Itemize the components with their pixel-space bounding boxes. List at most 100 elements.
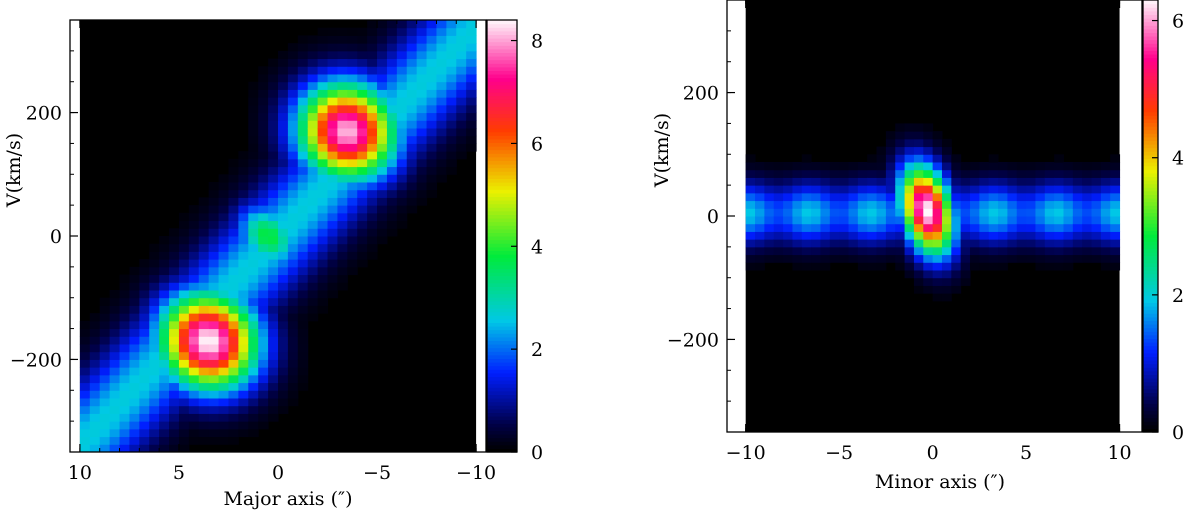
heatmap-cell — [1110, 216, 1121, 225]
heatmap-cell — [297, 382, 309, 391]
heatmap-cell — [79, 413, 91, 422]
heatmap-cell — [820, 216, 831, 225]
colorbar-segment — [487, 315, 517, 320]
colorbar-segment — [1143, 244, 1158, 249]
heatmap-cell — [258, 290, 269, 299]
colorbar-segment — [487, 182, 517, 187]
heatmap-cell — [238, 413, 249, 422]
heatmap-cell — [218, 236, 229, 245]
heatmap-cell — [1110, 162, 1121, 171]
heatmap-cell — [426, 189, 437, 198]
heatmap-cell — [1044, 262, 1055, 271]
heatmap-cell — [307, 74, 319, 83]
heatmap-cell — [248, 135, 259, 144]
heatmap-cell — [1063, 246, 1074, 256]
heatmap-cell — [446, 74, 457, 83]
heatmap-cell — [416, 35, 428, 44]
heatmap-cell — [745, 262, 756, 271]
heatmap-cell — [327, 166, 338, 175]
heatmap-cell — [357, 74, 368, 83]
heatmap-cell — [357, 243, 368, 252]
heatmap-cell — [258, 120, 269, 129]
heatmap-cell — [248, 328, 259, 337]
heatmap-cell — [960, 262, 971, 271]
heatmap-cell — [913, 162, 924, 171]
heatmap-cell — [876, 200, 887, 209]
colorbar-segment — [1143, 154, 1158, 159]
heatmap-cell — [188, 205, 200, 214]
heatmap-cell — [923, 192, 934, 202]
heatmap-cell — [317, 120, 329, 129]
colorbar-segment — [1143, 126, 1158, 131]
heatmap-cell — [436, 43, 447, 52]
heatmap-cell — [139, 382, 150, 391]
heatmap-cell — [218, 336, 229, 345]
heatmap-cell — [932, 208, 943, 217]
heatmap-cell — [951, 277, 962, 286]
heatmap-cell — [208, 290, 220, 299]
heatmap-cell — [139, 413, 150, 422]
heatmap-cell — [1082, 169, 1093, 178]
heatmap-cell — [904, 185, 915, 194]
colorbar-segment — [487, 246, 517, 251]
colorbar-segment — [487, 383, 517, 388]
heatmap-cell — [923, 146, 934, 155]
heatmap-cell — [998, 185, 1008, 194]
heatmap-cell — [198, 220, 210, 229]
heatmap-cell — [839, 208, 850, 217]
heatmap-cell — [357, 220, 368, 229]
colorbar-segment — [1143, 320, 1158, 325]
heatmap-cell — [848, 239, 859, 248]
colorbar-segment — [487, 120, 517, 125]
heatmap-cell — [268, 259, 279, 268]
heatmap-cell — [773, 246, 784, 256]
heatmap-cell — [99, 320, 111, 330]
heatmap-cell — [258, 74, 269, 83]
heatmap-cell — [783, 239, 793, 248]
heatmap-cell — [456, 97, 467, 106]
heatmap-cell — [327, 97, 338, 106]
heatmap-cell — [446, 43, 457, 52]
heatmap-cell — [829, 239, 840, 248]
heatmap-cell — [801, 231, 812, 240]
heatmap-cell — [848, 246, 859, 256]
heatmap-cell — [248, 158, 259, 168]
heatmap-cell — [139, 259, 150, 268]
heatmap-cell — [456, 20, 467, 29]
heatmap-cell — [248, 374, 259, 384]
heatmap-cell — [307, 182, 319, 191]
heatmap-cell — [218, 274, 229, 283]
heatmap-cell — [248, 405, 259, 414]
heatmap-cell — [988, 246, 999, 256]
heatmap-cell — [764, 169, 775, 178]
heatmap-cell — [446, 128, 457, 137]
heatmap-cell — [829, 223, 840, 232]
heatmap-cell — [1016, 223, 1027, 232]
heatmap-cell — [1110, 223, 1121, 232]
heatmap-cell — [139, 351, 150, 360]
heatmap-cell — [287, 344, 299, 353]
heatmap-cell — [169, 359, 180, 368]
heatmap-cell — [367, 66, 378, 75]
heatmap-cell — [198, 205, 210, 214]
heatmap-cell — [436, 143, 447, 152]
heatmap-cell — [258, 382, 269, 391]
heatmap-cell — [848, 223, 859, 232]
heatmap-cell — [268, 351, 279, 360]
colorbar-segment — [1143, 82, 1158, 87]
colorbar-segment — [487, 207, 517, 212]
heatmap-cell — [297, 182, 309, 191]
heatmap-cell — [327, 197, 338, 206]
heatmap-cell — [377, 50, 388, 60]
heatmap-cell — [811, 185, 821, 194]
heatmap-cell — [406, 120, 418, 129]
heatmap-cell — [169, 228, 180, 237]
heatmap-cell — [367, 158, 378, 168]
heatmap-cell — [248, 112, 259, 121]
colorbar-segment — [1143, 288, 1158, 293]
heatmap-cell — [268, 182, 279, 191]
colorbar-segment — [1143, 363, 1158, 368]
heatmap-cell — [307, 158, 319, 168]
heatmap-cell — [913, 246, 924, 256]
heatmap-cell — [238, 228, 249, 237]
